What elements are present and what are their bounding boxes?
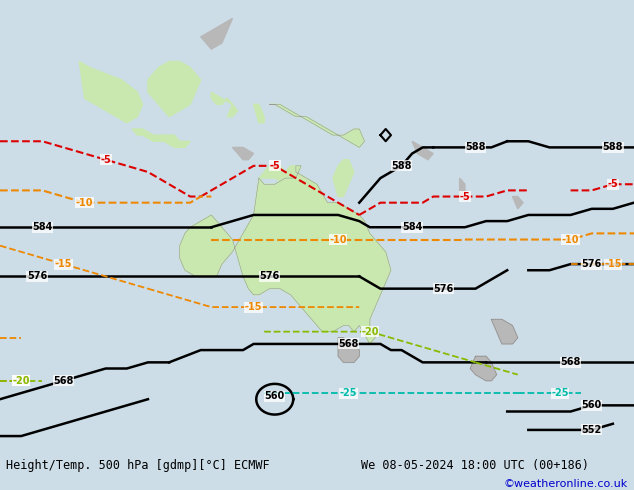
Polygon shape — [491, 319, 518, 344]
Text: 588: 588 — [391, 161, 412, 171]
Text: 576: 576 — [434, 284, 454, 294]
Polygon shape — [211, 92, 238, 117]
Text: Height/Temp. 500 hPa [gdmp][°C] ECMWF: Height/Temp. 500 hPa [gdmp][°C] ECMWF — [6, 459, 270, 471]
Polygon shape — [512, 196, 523, 209]
Polygon shape — [254, 104, 264, 123]
Text: -25: -25 — [552, 388, 569, 398]
Text: 576: 576 — [259, 271, 280, 281]
Text: -10: -10 — [330, 235, 347, 245]
Text: We 08-05-2024 18:00 UTC (00+186): We 08-05-2024 18:00 UTC (00+186) — [361, 459, 590, 471]
Text: 576: 576 — [27, 271, 47, 281]
Text: -20: -20 — [13, 376, 30, 386]
Text: -20: -20 — [361, 327, 378, 337]
Polygon shape — [148, 61, 201, 117]
Text: -25: -25 — [340, 388, 358, 398]
Polygon shape — [338, 338, 359, 363]
Text: 584: 584 — [32, 222, 53, 232]
Text: -5: -5 — [607, 179, 618, 189]
Text: 560: 560 — [581, 400, 602, 410]
Text: -15: -15 — [604, 259, 621, 269]
Text: 588: 588 — [465, 143, 486, 152]
Polygon shape — [259, 166, 296, 184]
Text: 568: 568 — [560, 357, 581, 368]
Text: -10: -10 — [76, 197, 93, 208]
Polygon shape — [201, 19, 233, 49]
Text: -5: -5 — [100, 155, 111, 165]
Text: -15: -15 — [55, 259, 72, 269]
Polygon shape — [333, 160, 354, 196]
Text: -5: -5 — [269, 161, 280, 171]
Text: 568: 568 — [53, 376, 74, 386]
Text: -5: -5 — [460, 192, 470, 201]
Text: 584: 584 — [402, 222, 422, 232]
Text: 576: 576 — [581, 259, 602, 269]
Text: -15: -15 — [13, 376, 30, 386]
Text: ©weatheronline.co.uk: ©weatheronline.co.uk — [503, 479, 628, 489]
Text: 588: 588 — [602, 143, 623, 152]
Polygon shape — [460, 178, 465, 196]
Polygon shape — [412, 141, 433, 160]
Polygon shape — [79, 61, 143, 123]
Text: 560: 560 — [264, 391, 285, 401]
Polygon shape — [179, 166, 391, 344]
Polygon shape — [233, 147, 254, 160]
Text: -15: -15 — [245, 302, 262, 312]
Text: 568: 568 — [339, 339, 359, 349]
Polygon shape — [470, 356, 496, 381]
Polygon shape — [269, 104, 365, 147]
Text: -10: -10 — [562, 235, 579, 245]
Polygon shape — [132, 129, 190, 147]
Text: 552: 552 — [581, 425, 602, 435]
